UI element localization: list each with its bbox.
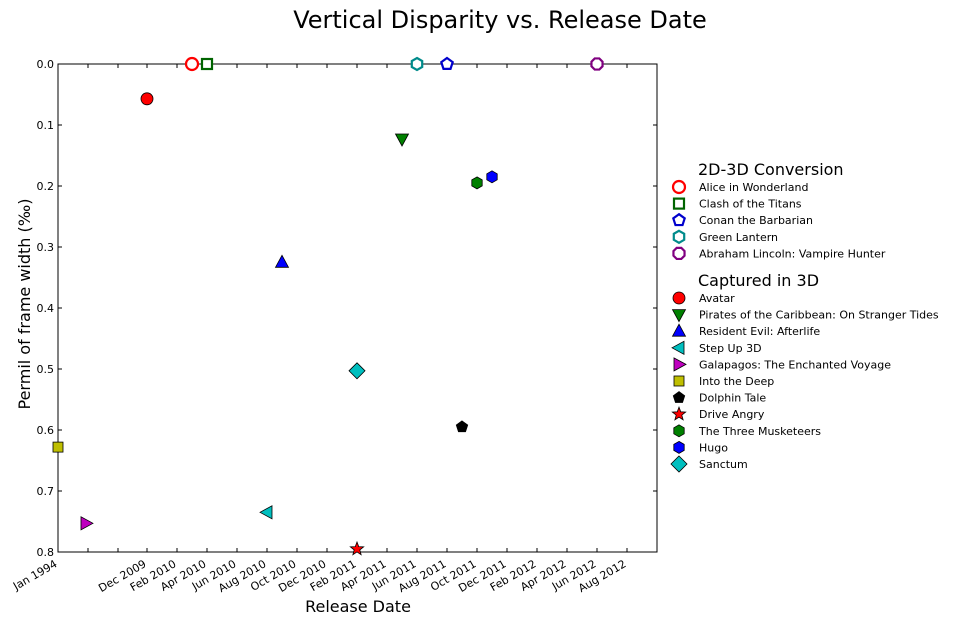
legend-label: Clash of the Titans <box>699 198 802 211</box>
legend-entry-clash-of-the-titans: Clash of the Titans <box>672 197 802 211</box>
data-points <box>52 56 604 556</box>
legend-marker <box>672 291 686 305</box>
y-tick-label: 0.7 <box>37 485 55 498</box>
legend-label: Avatar <box>699 292 735 305</box>
legend-marker <box>671 309 687 323</box>
legend-group-title: 2D-3D Conversion <box>698 160 844 179</box>
point-avatar <box>140 92 154 106</box>
legend-entry-avatar: Avatar <box>672 291 735 305</box>
y-tick-label: 0.0 <box>37 58 55 71</box>
point-into-the-deep <box>52 441 64 453</box>
legend-label: Galapagos: The Enchanted Voyage <box>699 358 891 371</box>
legend-marker <box>672 391 686 403</box>
legend-entry-sanctum: Sanctum <box>670 455 748 473</box>
point-galapagos-the-enchanted-voyage <box>80 516 94 531</box>
legend: 2D-3D Conversion Alice in Wonderland Clash… <box>670 160 939 473</box>
legend-label: Alice in Wonderland <box>699 181 808 194</box>
y-tick-label: 0.1 <box>37 119 55 132</box>
y-tick-label: 0.5 <box>37 363 55 376</box>
legend-entry-drive-angry: Drive Angry <box>671 406 765 421</box>
point-step-up-3d <box>259 505 273 520</box>
point-drive-angry <box>349 540 365 556</box>
legend-group-title: Captured in 3D <box>698 271 819 290</box>
legend-marker <box>673 424 685 438</box>
legend-entry-the-three-musketeers: The Three Musketeers <box>673 424 821 438</box>
legend-label: Sanctum <box>699 458 748 471</box>
y-axis-label: Permil of frame width (‰) <box>15 199 34 410</box>
legend-marker <box>671 340 685 355</box>
y-tick-label: 0.6 <box>37 424 55 437</box>
point-resident-evil-afterlife <box>274 254 290 268</box>
legend-entry-abraham-lincoln-vampire-hunter: Abraham Lincoln: Vampire Hunter <box>672 246 886 261</box>
legend-entry-hugo: Hugo <box>673 440 728 454</box>
legend-entry-pirates-of-the-caribbean-on-stranger-tides: Pirates of the Caribbean: On Stranger Ti… <box>671 309 939 323</box>
legend-label: Green Lantern <box>699 231 778 244</box>
legend-entry-step-up-3d: Step Up 3D <box>671 340 762 355</box>
point-green-lantern <box>410 56 424 72</box>
point-alice-in-wonderland <box>184 56 200 72</box>
legend-label: Hugo <box>699 441 728 454</box>
legend-marker <box>673 357 687 372</box>
legend-entry-resident-evil-afterlife: Resident Evil: Afterlife <box>671 323 820 338</box>
point-dolphin-tale <box>455 420 469 433</box>
legend-entry-conan-the-barbarian: Conan the Barbarian <box>671 212 813 227</box>
plot-area <box>57 63 658 553</box>
y-tick-label: 0.3 <box>37 241 55 254</box>
legend-marker <box>673 375 685 387</box>
legend-label: Abraham Lincoln: Vampire Hunter <box>699 247 886 260</box>
legend-label: Into the Deep <box>699 375 774 388</box>
legend-entry-green-lantern: Green Lantern <box>672 229 778 245</box>
legend-entry-dolphin-tale: Dolphin Tale <box>672 391 766 405</box>
legend-marker <box>670 455 688 473</box>
y-tick-label: 0.4 <box>37 302 55 315</box>
point-clash-of-the-titans <box>200 57 214 71</box>
legend-label: Pirates of the Caribbean: On Stranger Ti… <box>699 309 939 322</box>
legend-marker <box>671 179 687 195</box>
point-sanctum <box>348 362 366 380</box>
y-tick-label: 0.2 <box>37 180 55 193</box>
point-hugo <box>486 170 498 184</box>
legend-entry-alice-in-wonderland: Alice in Wonderland <box>671 179 808 195</box>
x-axis-label: Release Date <box>305 597 411 616</box>
point-abraham-lincoln-vampire-hunter <box>590 57 604 71</box>
y-axis-ticks: 0.0 0.1 0.2 0.3 0.4 0.5 0.6 0.7 0.8 <box>37 58 657 559</box>
legend-label: Conan the Barbarian <box>699 214 813 227</box>
legend-marker <box>673 440 685 454</box>
legend-label: The Three Musketeers <box>698 425 821 438</box>
legend-entry-into-the-deep: Into the Deep <box>673 375 774 388</box>
legend-label: Step Up 3D <box>699 342 762 355</box>
chart-title: Vertical Disparity vs. Release Date <box>293 6 707 34</box>
legend-label: Dolphin Tale <box>699 392 766 405</box>
point-conan-the-barbarian <box>439 56 455 70</box>
legend-marker <box>672 246 686 261</box>
legend-marker <box>671 406 687 421</box>
point-the-three-musketeers <box>471 176 483 190</box>
legend-label: Resident Evil: Afterlife <box>699 325 820 338</box>
x-tick-label: Jan 1994 <box>10 557 59 593</box>
y-tick-label: 0.8 <box>37 546 55 559</box>
legend-marker <box>672 197 686 210</box>
legend-marker <box>671 212 687 227</box>
legend-label: Drive Angry <box>699 408 765 421</box>
legend-marker <box>671 323 687 337</box>
legend-marker <box>672 229 686 245</box>
legend-entry-galapagos-the-enchanted-voyage: Galapagos: The Enchanted Voyage <box>673 357 891 372</box>
point-pirates-of-the-caribbean-on-stranger-tides <box>394 133 410 147</box>
